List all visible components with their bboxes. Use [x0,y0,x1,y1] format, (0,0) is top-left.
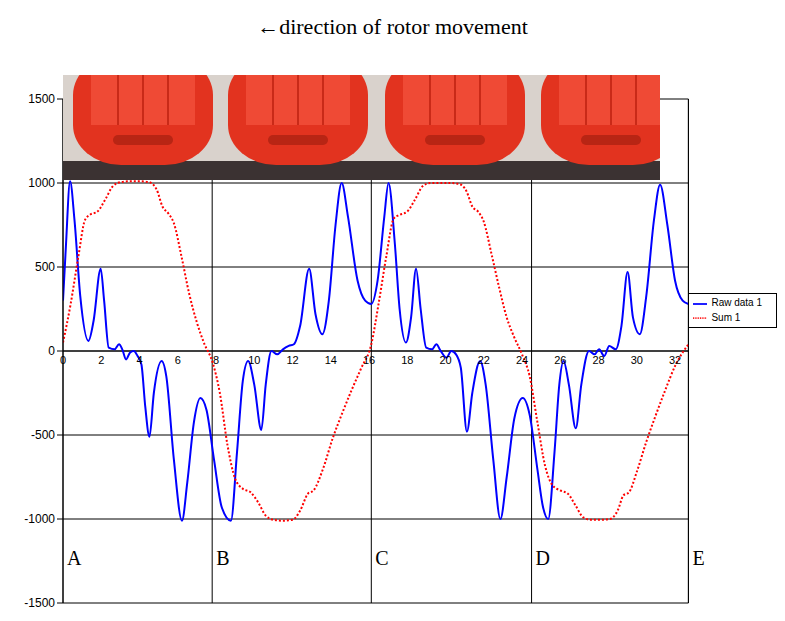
svg-text:22: 22 [478,354,490,366]
svg-text:12: 12 [286,354,298,366]
html-text:←direction of rotor movement: ←direction of rotor movement [257,14,528,39]
svg-text:0: 0 [60,354,66,366]
svg-text:1000: 1000 [28,176,55,190]
svg-text:10: 10 [248,354,260,366]
svg-text:24: 24 [516,354,528,366]
svg-text:1500: 1500 [28,92,55,106]
svg-text:A: A [67,547,82,569]
svg-text:D: D [536,547,550,569]
svg-text:20: 20 [439,354,451,366]
html-text:Raw data 1: Raw data 1 [711,297,762,309]
svg-text:18: 18 [401,354,413,366]
svg-text:26: 26 [554,354,566,366]
svg-text:B: B [216,547,229,569]
svg-text:500: 500 [35,260,55,274]
svg-text:28: 28 [592,354,604,366]
svg-text:32: 32 [669,354,681,366]
svg-text:-500: -500 [31,428,55,442]
svg-text:E: E [692,547,704,569]
svg-text:0: 0 [48,344,55,358]
svg-text:-1500: -1500 [24,596,55,610]
svg-text:8: 8 [213,354,219,366]
svg-text:4: 4 [136,354,142,366]
html-text:Sum 1: Sum 1 [711,311,741,323]
svg-text:16: 16 [363,354,375,366]
svg-text:2: 2 [98,354,104,366]
svg-text:6: 6 [175,354,181,366]
svg-text:C: C [375,547,388,569]
svg-text:14: 14 [325,354,337,366]
svg-text:-1000: -1000 [24,512,55,526]
svg-text:30: 30 [631,354,643,366]
